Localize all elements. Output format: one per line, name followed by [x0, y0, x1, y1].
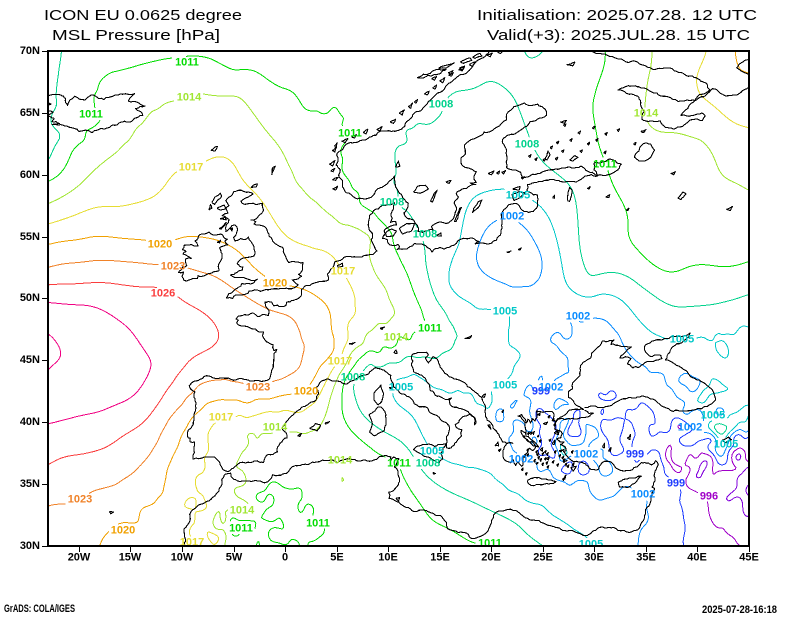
- svg-text:1026: 1026: [151, 288, 175, 300]
- svg-text:1002: 1002: [539, 382, 563, 394]
- svg-text:1008: 1008: [341, 372, 365, 384]
- svg-text:5W: 5W: [226, 552, 243, 564]
- svg-text:50N: 50N: [20, 292, 40, 304]
- svg-text:5E: 5E: [330, 552, 343, 564]
- svg-text:1002: 1002: [500, 211, 524, 223]
- svg-text:1011: 1011: [306, 518, 330, 530]
- svg-text:1014: 1014: [634, 108, 659, 120]
- svg-text:30N: 30N: [20, 540, 40, 552]
- svg-text:1005: 1005: [420, 446, 444, 458]
- svg-text:1011: 1011: [418, 323, 442, 335]
- svg-text:1014: 1014: [328, 455, 353, 467]
- svg-text:1017: 1017: [180, 537, 204, 549]
- svg-text:1011: 1011: [175, 57, 199, 69]
- svg-text:GrADS: COLA/IGES: GrADS: COLA/IGES: [4, 603, 75, 615]
- svg-text:1020: 1020: [111, 525, 135, 537]
- svg-text:25E: 25E: [533, 552, 553, 564]
- svg-text:45N: 45N: [20, 354, 40, 366]
- svg-text:1017: 1017: [179, 162, 203, 174]
- svg-text:10E: 10E: [378, 552, 398, 564]
- svg-text:1014: 1014: [384, 332, 409, 344]
- svg-text:1011: 1011: [387, 458, 411, 470]
- svg-text:1008: 1008: [413, 229, 437, 241]
- svg-text:1017: 1017: [331, 266, 355, 278]
- svg-text:1014: 1014: [177, 92, 202, 104]
- svg-text:1008: 1008: [429, 99, 453, 111]
- svg-text:20E: 20E: [481, 552, 501, 564]
- svg-text:60N: 60N: [20, 169, 40, 181]
- svg-text:MSL Pressure [hPa]: MSL Pressure [hPa]: [52, 28, 220, 44]
- svg-text:0: 0: [282, 552, 288, 564]
- svg-text:999: 999: [532, 386, 550, 398]
- svg-text:1008: 1008: [416, 458, 440, 470]
- svg-text:35N: 35N: [20, 478, 40, 490]
- svg-text:996: 996: [700, 491, 718, 503]
- svg-text:15W: 15W: [119, 552, 142, 564]
- svg-text:1020: 1020: [148, 239, 172, 251]
- svg-text:1017: 1017: [209, 412, 233, 424]
- svg-text:65N: 65N: [20, 107, 40, 119]
- svg-text:1005: 1005: [701, 410, 725, 422]
- svg-text:ICON EU 0.0625 degree: ICON EU 0.0625 degree: [44, 8, 242, 24]
- svg-text:1008: 1008: [380, 197, 404, 209]
- svg-text:999: 999: [626, 449, 644, 461]
- svg-text:1020: 1020: [294, 386, 318, 398]
- svg-text:Valid(+3): 2025.JUL.28. 15 UTC: Valid(+3): 2025.JUL.28. 15 UTC: [487, 28, 750, 44]
- svg-text:999: 999: [667, 478, 685, 490]
- svg-text:1005: 1005: [389, 382, 413, 394]
- svg-text:1008: 1008: [515, 139, 539, 151]
- svg-text:1011: 1011: [478, 538, 502, 550]
- svg-text:1005: 1005: [493, 306, 517, 318]
- svg-text:20W: 20W: [68, 552, 91, 564]
- svg-text:45E: 45E: [739, 552, 759, 564]
- svg-text:35E: 35E: [636, 552, 656, 564]
- svg-text:1005: 1005: [493, 380, 517, 392]
- svg-text:1014: 1014: [230, 505, 255, 517]
- svg-text:2025-07-28-16:18: 2025-07-28-16:18: [702, 604, 777, 616]
- svg-text:55N: 55N: [20, 231, 40, 243]
- svg-text:30E: 30E: [584, 552, 604, 564]
- svg-text:1011: 1011: [593, 159, 617, 171]
- svg-text:1023: 1023: [246, 382, 270, 394]
- svg-text:1017: 1017: [328, 356, 352, 368]
- svg-text:1014: 1014: [263, 422, 288, 434]
- svg-text:1005: 1005: [670, 334, 694, 346]
- svg-text:70N: 70N: [20, 45, 40, 57]
- svg-text:10W: 10W: [171, 552, 194, 564]
- svg-text:1002: 1002: [631, 489, 655, 501]
- svg-text:1020: 1020: [263, 278, 287, 290]
- svg-text:40E: 40E: [687, 552, 707, 564]
- svg-text:1011: 1011: [229, 523, 253, 535]
- svg-text:1023: 1023: [68, 494, 92, 506]
- svg-text:1002: 1002: [574, 449, 598, 461]
- svg-text:1005: 1005: [714, 439, 738, 451]
- svg-text:15E: 15E: [430, 552, 450, 564]
- svg-text:40N: 40N: [20, 416, 40, 428]
- svg-text:1011: 1011: [338, 128, 362, 140]
- svg-text:1002: 1002: [566, 311, 590, 323]
- svg-text:1005: 1005: [506, 190, 530, 202]
- svg-text:1023: 1023: [161, 261, 185, 273]
- svg-text:Initialisation: 2025.07.28. 12: Initialisation: 2025.07.28. 12 UTC: [477, 8, 757, 24]
- svg-text:1011: 1011: [79, 109, 103, 121]
- svg-text:1005: 1005: [579, 539, 603, 551]
- svg-text:1002: 1002: [509, 454, 533, 466]
- svg-text:1002: 1002: [678, 422, 702, 434]
